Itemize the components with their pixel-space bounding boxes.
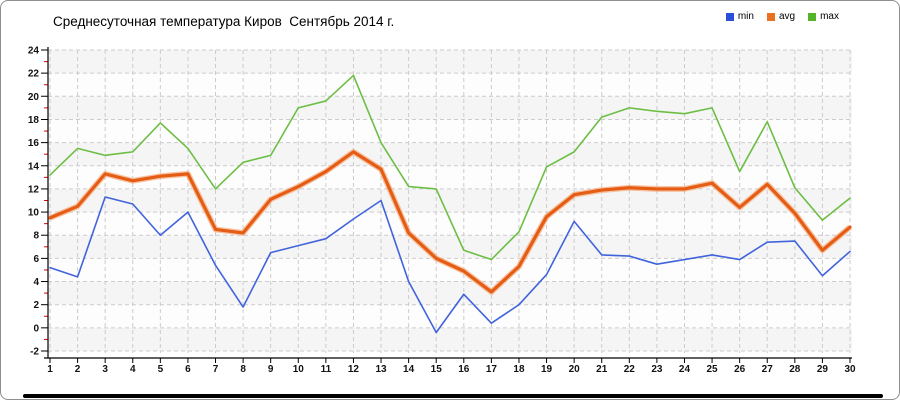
- svg-text:12: 12: [28, 184, 40, 195]
- svg-text:7: 7: [213, 364, 219, 375]
- svg-text:22: 22: [28, 69, 40, 80]
- legend: min avg max: [725, 11, 839, 22]
- svg-text:10: 10: [293, 364, 305, 375]
- svg-text:16: 16: [458, 364, 470, 375]
- svg-text:26: 26: [734, 364, 746, 375]
- svg-text:13: 13: [375, 364, 387, 375]
- svg-text:20: 20: [28, 92, 40, 103]
- svg-text:14: 14: [403, 364, 415, 375]
- svg-text:11: 11: [321, 364, 332, 375]
- svg-text:25: 25: [707, 364, 719, 375]
- svg-text:-2: -2: [30, 347, 39, 358]
- legend-swatch-max: [808, 12, 817, 21]
- legend-label-max: max: [820, 11, 839, 22]
- svg-text:18: 18: [28, 115, 40, 126]
- svg-text:8: 8: [33, 231, 39, 242]
- svg-text:5: 5: [158, 364, 164, 375]
- svg-text:14: 14: [28, 161, 40, 172]
- svg-text:29: 29: [817, 364, 829, 375]
- legend-item-avg[interactable]: avg: [766, 11, 796, 22]
- svg-text:28: 28: [789, 364, 801, 375]
- svg-text:24: 24: [28, 46, 40, 57]
- svg-text:27: 27: [762, 364, 774, 375]
- svg-text:17: 17: [486, 364, 498, 375]
- legend-swatch-min: [725, 12, 734, 21]
- chart-title: Среднесуточная температура Киров Сентябр…: [53, 14, 395, 29]
- svg-text:0: 0: [33, 323, 39, 334]
- svg-text:18: 18: [513, 364, 525, 375]
- svg-text:21: 21: [596, 364, 608, 375]
- svg-text:22: 22: [624, 364, 636, 375]
- svg-text:20: 20: [569, 364, 581, 375]
- svg-text:9: 9: [268, 364, 274, 375]
- svg-text:24: 24: [679, 364, 691, 375]
- legend-label-min: min: [737, 11, 754, 22]
- svg-text:4: 4: [33, 277, 39, 288]
- svg-text:2: 2: [33, 300, 39, 311]
- svg-text:12: 12: [348, 364, 360, 375]
- svg-text:30: 30: [844, 364, 856, 375]
- svg-text:3: 3: [102, 364, 108, 375]
- svg-text:8: 8: [240, 364, 246, 375]
- svg-text:2: 2: [75, 364, 81, 375]
- svg-text:15: 15: [431, 364, 443, 375]
- svg-text:19: 19: [541, 364, 553, 375]
- svg-text:1: 1: [47, 364, 53, 375]
- svg-text:6: 6: [185, 364, 191, 375]
- legend-item-min[interactable]: min: [725, 11, 754, 22]
- svg-text:23: 23: [651, 364, 663, 375]
- bottom-scrollbar[interactable]: [23, 394, 883, 398]
- svg-text:4: 4: [130, 364, 136, 375]
- svg-text:6: 6: [33, 254, 39, 265]
- legend-item-max[interactable]: max: [808, 11, 839, 22]
- legend-swatch-avg: [766, 12, 775, 21]
- svg-text:16: 16: [28, 138, 40, 149]
- svg-text:10: 10: [28, 208, 40, 219]
- legend-label-avg: avg: [778, 11, 796, 22]
